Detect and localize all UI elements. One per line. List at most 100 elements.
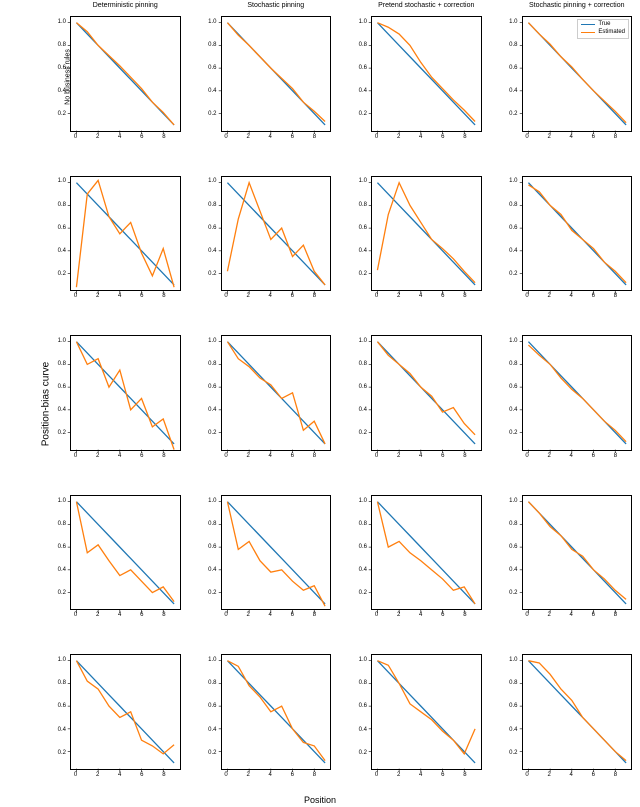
x-tick-labels: 02468 bbox=[70, 612, 181, 626]
panel-4-1: 0.20.40.60.81.002468 bbox=[199, 644, 334, 786]
x-tick-label: 4 bbox=[419, 134, 422, 140]
y-tick-label: 0.6 bbox=[58, 384, 66, 390]
plot-area bbox=[70, 335, 181, 451]
y-tick-labels: 0.20.40.60.81.0 bbox=[199, 654, 219, 770]
true-line bbox=[528, 342, 626, 444]
panel-grid: Deterministic pinningNo business rules0.… bbox=[48, 6, 634, 786]
x-tick-label: 8 bbox=[162, 772, 165, 778]
plot-svg bbox=[71, 655, 180, 769]
y-tick-label: 0.4 bbox=[359, 88, 367, 94]
x-tick-label: 4 bbox=[570, 612, 573, 618]
y-tick-label: 0.8 bbox=[208, 680, 216, 686]
y-tick-label: 0.2 bbox=[208, 430, 216, 436]
plot-svg bbox=[222, 177, 331, 291]
y-tick-label: 0.6 bbox=[359, 703, 367, 709]
panel-3-1: 0.20.40.60.81.002468 bbox=[199, 485, 334, 627]
plot-svg bbox=[222, 336, 331, 450]
x-tick-label: 0 bbox=[375, 772, 378, 778]
legend-line-icon bbox=[581, 24, 595, 25]
x-tick-label: 0 bbox=[375, 293, 378, 299]
x-tick-label: 0 bbox=[375, 453, 378, 459]
plot-area bbox=[522, 335, 633, 451]
x-tick-label: 0 bbox=[74, 134, 77, 140]
y-tick-label: 0.4 bbox=[208, 248, 216, 254]
y-tick-label: 0.6 bbox=[359, 225, 367, 231]
x-tick-labels: 02468 bbox=[70, 293, 181, 307]
y-tick-label: 0.4 bbox=[58, 727, 66, 733]
plot-area bbox=[70, 654, 181, 770]
plot-area bbox=[70, 176, 181, 292]
x-tick-label: 0 bbox=[74, 453, 77, 459]
x-tick-labels: 02468 bbox=[522, 453, 633, 467]
plot-svg bbox=[372, 336, 481, 450]
x-tick-labels: 02468 bbox=[371, 134, 482, 148]
y-tick-label: 0.2 bbox=[58, 750, 66, 756]
x-tick-label: 0 bbox=[224, 453, 227, 459]
true-line bbox=[377, 23, 475, 125]
y-tick-label: 0.4 bbox=[208, 567, 216, 573]
y-tick-label: 1.0 bbox=[58, 19, 66, 25]
x-tick-label: 0 bbox=[224, 612, 227, 618]
plot-svg bbox=[372, 177, 481, 291]
x-tick-label: 6 bbox=[291, 293, 294, 299]
x-tick-label: 2 bbox=[246, 453, 249, 459]
x-tick-label: 2 bbox=[96, 772, 99, 778]
y-tick-label: 0.8 bbox=[509, 42, 517, 48]
estimated-line bbox=[377, 342, 475, 435]
x-tick-label: 6 bbox=[441, 293, 444, 299]
plot-area: TrueEstimated bbox=[522, 16, 633, 132]
y-tick-label: 0.6 bbox=[359, 65, 367, 71]
x-tick-label: 6 bbox=[140, 293, 143, 299]
y-tick-label: 0.8 bbox=[509, 361, 517, 367]
y-tick-label: 0.6 bbox=[58, 65, 66, 71]
y-tick-label: 0.2 bbox=[208, 271, 216, 277]
y-tick-label: 0.4 bbox=[208, 88, 216, 94]
plot-area bbox=[70, 16, 181, 132]
x-tick-label: 8 bbox=[463, 453, 466, 459]
y-tick-label: 0.4 bbox=[509, 567, 517, 573]
plot-area bbox=[221, 176, 332, 292]
y-tick-label: 0.2 bbox=[58, 590, 66, 596]
x-tick-label: 4 bbox=[269, 612, 272, 618]
x-tick-label: 8 bbox=[162, 612, 165, 618]
y-tick-label: 0.4 bbox=[58, 248, 66, 254]
y-tick-label: 1.0 bbox=[509, 178, 517, 184]
y-tick-label: 0.8 bbox=[58, 680, 66, 686]
x-super-label: Position bbox=[304, 795, 336, 805]
column-title: Stochastic pinning bbox=[221, 2, 332, 9]
y-tick-label: 0.2 bbox=[509, 271, 517, 277]
y-tick-labels: 0.20.40.60.81.0 bbox=[48, 16, 68, 132]
y-tick-label: 1.0 bbox=[58, 657, 66, 663]
panel-1-0: Irrelevant action pinned high0.20.40.60.… bbox=[48, 166, 183, 308]
x-tick-label: 0 bbox=[74, 612, 77, 618]
x-tick-label: 2 bbox=[397, 453, 400, 459]
panel-1-1: 0.20.40.60.81.002468 bbox=[199, 166, 334, 308]
y-tick-label: 1.0 bbox=[359, 657, 367, 663]
figure-root: Position-bias curve Position Determinist… bbox=[0, 0, 640, 807]
legend-label: True bbox=[598, 21, 610, 29]
y-tick-labels: 0.20.40.60.81.0 bbox=[199, 495, 219, 611]
y-tick-label: 1.0 bbox=[359, 19, 367, 25]
panel-3-2: 0.20.40.60.81.002468 bbox=[349, 485, 484, 627]
x-tick-label: 6 bbox=[592, 772, 595, 778]
y-tick-label: 1.0 bbox=[509, 657, 517, 663]
x-tick-label: 2 bbox=[246, 134, 249, 140]
x-tick-label: 4 bbox=[570, 134, 573, 140]
x-tick-label: 6 bbox=[140, 134, 143, 140]
y-tick-label: 0.8 bbox=[58, 361, 66, 367]
panel-3-3: 0.20.40.60.81.002468 bbox=[500, 485, 635, 627]
x-tick-label: 6 bbox=[441, 134, 444, 140]
panel-3-0: Relevant action pinned high0.20.40.60.81… bbox=[48, 485, 183, 627]
y-tick-label: 0.4 bbox=[509, 88, 517, 94]
x-tick-label: 4 bbox=[269, 453, 272, 459]
y-tick-label: 0.4 bbox=[509, 248, 517, 254]
y-tick-label: 1.0 bbox=[208, 657, 216, 663]
y-tick-labels: 0.20.40.60.81.0 bbox=[349, 16, 369, 132]
y-tick-labels: 0.20.40.60.81.0 bbox=[48, 335, 68, 451]
y-tick-label: 1.0 bbox=[509, 338, 517, 344]
plot-area bbox=[371, 16, 482, 132]
x-tick-labels: 02468 bbox=[522, 134, 633, 148]
x-tick-label: 6 bbox=[291, 453, 294, 459]
plot-area bbox=[371, 495, 482, 611]
x-tick-label: 4 bbox=[419, 612, 422, 618]
